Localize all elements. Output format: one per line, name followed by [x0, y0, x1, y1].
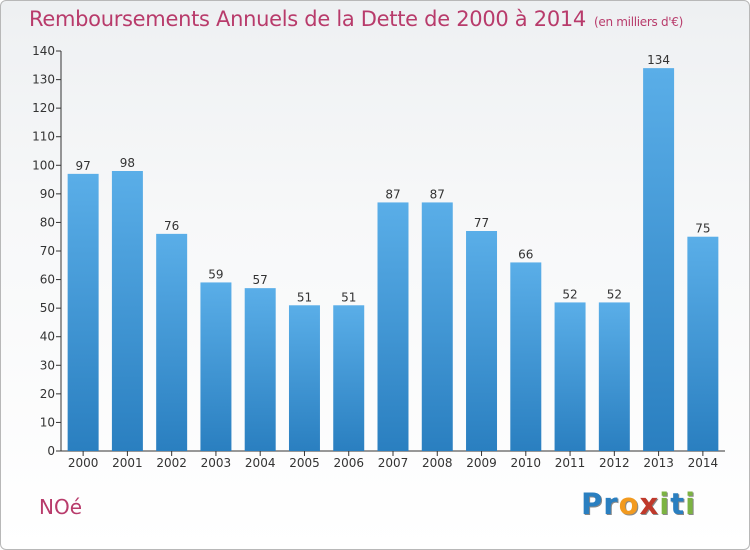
logo-letter: o [618, 487, 640, 521]
bar [156, 233, 188, 451]
bar [333, 305, 365, 451]
bar [67, 173, 99, 451]
bar-value-label: 66 [518, 247, 533, 261]
logo-letter: r [603, 487, 619, 521]
bar [111, 171, 143, 451]
bar [466, 231, 498, 451]
y-tick-label: 50 [40, 301, 55, 315]
x-tick-label: 2007 [378, 456, 409, 470]
bar-value-label: 75 [695, 222, 710, 236]
x-tick-label: 2004 [245, 456, 276, 470]
x-tick-label: 2001 [112, 456, 143, 470]
x-tick-label: 2009 [466, 456, 497, 470]
y-tick-label: 100 [32, 158, 55, 172]
unit-note: (en milliers d'€) [594, 15, 684, 29]
x-tick-label: 2005 [289, 456, 320, 470]
y-tick-label: 70 [40, 244, 55, 258]
x-tick-label: 2011 [555, 456, 586, 470]
x-tick-label: 2012 [599, 456, 630, 470]
bar-value-label: 98 [120, 156, 135, 170]
y-tick-label: 110 [32, 130, 55, 144]
bar [421, 202, 453, 451]
y-tick-label: 60 [40, 273, 55, 287]
x-tick-label: 2006 [333, 456, 364, 470]
bar-value-label: 87 [385, 187, 400, 201]
y-axis: 0 10 20 30 40 50 60 70 80 90 100 110 120 130 140 [32, 44, 62, 458]
y-tick-label: 40 [40, 330, 55, 344]
x-tick-label: 2013 [643, 456, 674, 470]
bar [510, 262, 542, 451]
x-tick-label: 2008 [422, 456, 453, 470]
x-tick-label: 2002 [156, 456, 187, 470]
x-tick-label: 2000 [68, 456, 99, 470]
bar-value-label: 57 [253, 273, 268, 287]
chart-title: Remboursements Annuels de la Dette de 20… [29, 7, 683, 31]
bar [377, 202, 409, 451]
logo-letter: i [685, 487, 697, 521]
bar-value-label: 76 [164, 219, 179, 233]
bar-value-label: 59 [208, 267, 223, 281]
y-tick-label: 140 [32, 44, 55, 58]
bar [687, 236, 719, 451]
bar-value-label: 52 [562, 287, 577, 301]
y-tick-label: 20 [40, 387, 55, 401]
bar [244, 288, 276, 451]
proxiti-logo: Proxiti [581, 487, 696, 521]
bar-value-label: 51 [297, 290, 312, 304]
logo-letter: x [639, 487, 660, 521]
y-tick-label: 130 [32, 73, 55, 87]
bar-value-label: 87 [430, 187, 445, 201]
y-tick-label: 0 [47, 444, 55, 458]
logo-letter: t [670, 487, 686, 521]
x-tick-label: 2014 [688, 456, 719, 470]
y-tick-label: 120 [32, 101, 55, 115]
commune-name: NOé [39, 495, 83, 519]
bar-value-label: 77 [474, 216, 489, 230]
title-text: Remboursements Annuels de la Dette de 20… [29, 7, 586, 31]
logo-letter: i [659, 487, 671, 521]
bars: 97 98 76 59 57 51 51 87 87 77 66 52 52 134 75 [67, 53, 719, 452]
bar [288, 305, 320, 451]
bar [598, 302, 630, 451]
bar [554, 302, 586, 451]
y-tick-label: 30 [40, 358, 55, 372]
bar [200, 282, 232, 451]
bar-value-label: 97 [75, 159, 90, 173]
bar-value-label: 134 [647, 53, 670, 67]
bar [643, 68, 675, 452]
y-tick-label: 90 [40, 187, 55, 201]
bar-value-label: 51 [341, 290, 356, 304]
x-tick-label: 2003 [201, 456, 232, 470]
x-axis: 2000 2001 2002 2003 2004 2005 2006 2007 2008 2009… [61, 450, 725, 470]
y-tick-label: 10 [40, 415, 55, 429]
logo-letter: P [581, 487, 604, 521]
x-tick-label: 2010 [511, 456, 542, 470]
bar-value-label: 52 [607, 287, 622, 301]
y-tick-label: 80 [40, 215, 55, 229]
